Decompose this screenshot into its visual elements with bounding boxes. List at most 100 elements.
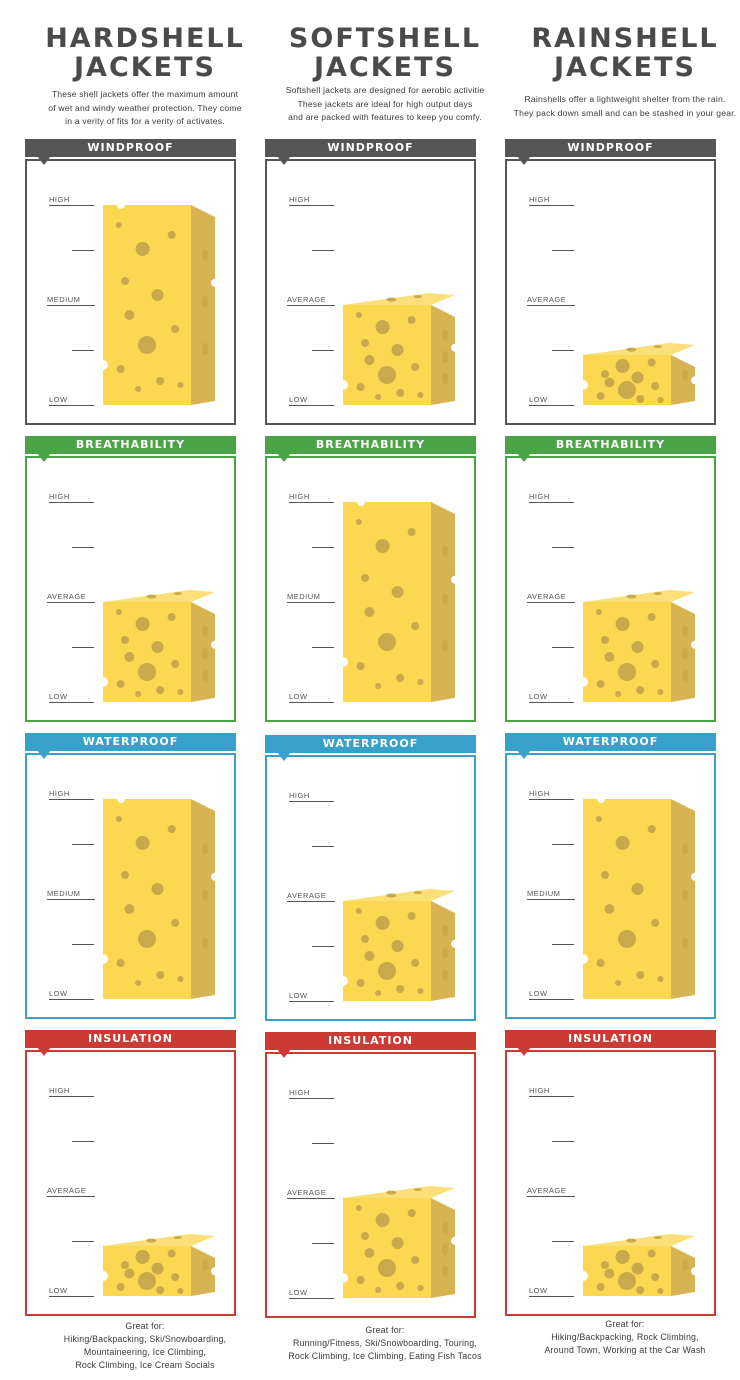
cheese-hole <box>115 609 122 615</box>
cheese-top-hole <box>653 345 662 349</box>
cheese-hole <box>647 613 656 621</box>
jacket-column: RAINSHELL JACKETS Rainshells offer a light… <box>505 0 740 1380</box>
cheese-side-hole <box>442 592 449 605</box>
column-title: SOFTSHELL JACKETS <box>265 24 505 82</box>
banner-pointer <box>37 750 51 759</box>
cheese-hole <box>596 1283 605 1291</box>
cheese-top-hole <box>653 1236 662 1240</box>
cheese-hole <box>121 871 129 879</box>
scale-tick <box>312 1243 334 1244</box>
cheese-hole <box>651 1273 660 1281</box>
cheese-hole <box>135 1250 150 1264</box>
cheese-hole <box>407 528 416 536</box>
great-for-label: Great for: <box>125 1321 165 1331</box>
cheese-hole <box>647 825 656 833</box>
cheese-hole <box>417 1285 424 1291</box>
cheese-hole <box>636 1286 645 1294</box>
cheese-top-hole <box>146 1238 157 1243</box>
category-banner: BREATHABILITY <box>265 436 476 454</box>
cheese-hole <box>615 1250 630 1264</box>
cheese-side-hole <box>202 842 209 855</box>
cheese-edge-hole <box>691 640 699 649</box>
cheese-top-hole <box>626 1238 637 1243</box>
great-for-section: Great for: Running/Fitness, Ski/Snowboard… <box>251 1324 519 1363</box>
cheese-front <box>343 305 431 405</box>
cheese-hole <box>375 394 382 400</box>
cheese-hole <box>604 377 615 388</box>
cheese-hole <box>604 904 615 914</box>
cheese-side-hole <box>442 328 449 341</box>
scale-label-average: AVERAGE <box>287 295 335 306</box>
rating-panel-breathability: BREATHABILITY HIGH AVERAGE LOW <box>25 436 236 722</box>
cheese-hole <box>135 617 150 631</box>
cheese-hole <box>355 312 362 318</box>
category-banner: INSULATION <box>505 1030 716 1048</box>
cheese-hole <box>636 395 645 403</box>
cheese-hole <box>375 990 382 996</box>
rating-panel-windproof: WINDPROOF HIGH AVERAGE LOW <box>265 139 476 425</box>
cheese-side-hole <box>202 295 209 308</box>
great-for-line: Running/Fitness, Ski/Snowboarding, Touri… <box>293 1338 477 1348</box>
category-banner: INSULATION <box>265 1032 476 1050</box>
cheese-hole <box>356 1276 365 1284</box>
category-banner: INSULATION <box>25 1030 236 1048</box>
description-line: Softshell jackets are designed for aerob… <box>285 85 485 95</box>
cheese-side-hole <box>442 1221 449 1234</box>
scale-tick <box>312 1143 334 1144</box>
scale-tick <box>72 944 94 945</box>
scale-tick <box>312 647 334 648</box>
cheese-hole <box>171 325 180 333</box>
cheese-hole <box>151 289 164 301</box>
cheese-edge-hole <box>338 1273 348 1283</box>
great-for-line: Hiking/Backpacking, Rock Climbing, <box>551 1332 699 1342</box>
rating-panel-waterproof: WATERPROOF HIGH MEDIUM LOW <box>25 733 236 1019</box>
description-line: in a verity of fits for a verity of acti… <box>65 116 225 126</box>
cheese-side-hole <box>202 889 209 902</box>
cheese-hole <box>657 976 664 982</box>
cheese-top-hole <box>413 891 422 895</box>
cheese-side-hole <box>202 936 209 949</box>
cheese-level-graphic <box>98 795 219 999</box>
cheese-hole <box>615 617 630 631</box>
cheese-hole <box>171 1273 180 1281</box>
cheese-hole <box>156 377 165 385</box>
cheese-hole <box>124 1268 135 1279</box>
cheese-level-graphic <box>98 201 219 405</box>
column-title: HARDSHELL JACKETS <box>25 24 265 82</box>
cheese-hole <box>411 363 420 371</box>
cheese-edge-hole <box>117 201 125 209</box>
banner-pointer <box>277 156 291 165</box>
cheese-hole <box>407 316 416 324</box>
cheese-hole <box>596 959 605 967</box>
description-line: of wet and windy weather protection. The… <box>48 102 242 113</box>
cheese-hole <box>135 836 150 850</box>
rating-panel-waterproof: WATERPROOF HIGH MEDIUM LOW <box>505 733 716 1019</box>
cheese-hole <box>375 539 390 553</box>
cheese-hole <box>375 320 390 334</box>
scale-label-high: HIGH <box>529 789 574 800</box>
cheese-hole <box>138 336 156 354</box>
cheese-hole <box>391 940 404 952</box>
cheese-hole <box>618 1272 636 1290</box>
column-title: RAINSHELL JACKETS <box>505 24 740 82</box>
scale-label-average: AVERAGE <box>527 592 575 603</box>
cheese-hole <box>417 392 424 398</box>
cheese-hole <box>396 674 405 682</box>
cheese-top-hole <box>413 295 422 299</box>
cheese-front <box>583 602 671 702</box>
cheese-hole <box>138 1272 156 1290</box>
cheese-edge-hole <box>451 1236 459 1245</box>
cheese-hole <box>364 355 375 365</box>
cheese-hole <box>361 935 369 943</box>
scale-label-medium: MEDIUM <box>287 592 335 603</box>
great-for-line: Around Town, Working at the Car Wash <box>544 1345 706 1355</box>
scale-tick <box>552 844 574 845</box>
cheese-hole <box>124 652 135 662</box>
cheese-hole <box>121 277 129 285</box>
cheese-side-hole <box>682 842 689 855</box>
cheese-hole <box>651 919 660 927</box>
scale-tick <box>312 250 334 251</box>
cheese-edge-hole <box>578 380 588 390</box>
scale-tick <box>312 946 334 947</box>
cheese-level-graphic <box>578 1234 699 1296</box>
